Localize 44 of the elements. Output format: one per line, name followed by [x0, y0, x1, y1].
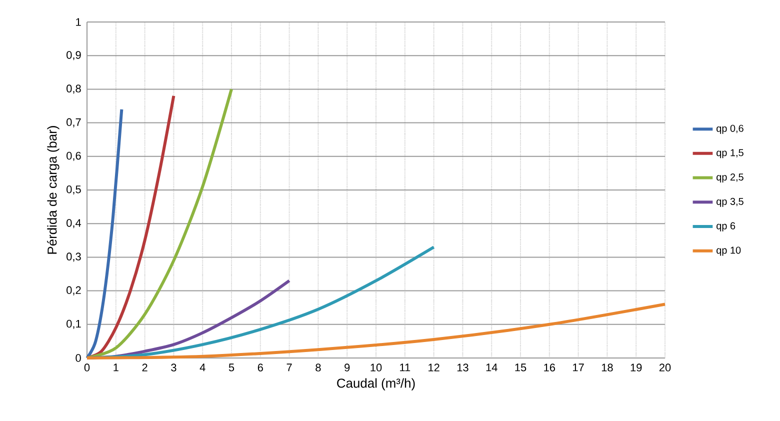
x-tick-label: 16 [544, 364, 556, 372]
y-tick-label: 1 [76, 18, 81, 26]
y-tick-label: 0,3 [66, 252, 81, 262]
y-tick-label: 0,9 [66, 51, 81, 60]
line-series [86, 108, 124, 360]
legend-label: qp 10 [716, 246, 741, 256]
y-tick-label: 0,7 [66, 118, 81, 128]
legend-label: qp 1,5 [716, 149, 744, 158]
x-tick-label: 12 [428, 364, 440, 372]
x-tick-label: 10 [370, 364, 382, 372]
x-tick-label: 15 [515, 364, 526, 372]
line-series [86, 302, 667, 360]
y-axis-title: Pérdida de carga (bar) [47, 126, 60, 254]
x-tick-label: 0 [84, 364, 90, 372]
line-series [86, 94, 176, 360]
y-tick-label: 0,4 [66, 219, 82, 228]
x-tick-label: 18 [602, 364, 613, 372]
y-tick-label: 0,8 [66, 84, 81, 94]
legend-label: qp 2,5 [716, 174, 744, 183]
legend-label: qp 6 [716, 222, 736, 232]
x-tick-label: 8 [316, 364, 321, 372]
y-tick-label: 0,6 [66, 152, 81, 161]
x-tick-label: 14 [486, 364, 498, 372]
x-tick-label: 4 [200, 364, 206, 372]
x-tick-label: 5 [228, 364, 234, 372]
x-tick-label: 20 [659, 364, 671, 372]
line-series [86, 88, 233, 360]
x-tick-label: 9 [344, 364, 350, 372]
y-tick-label: 0,2 [66, 286, 81, 296]
x-tick-label: 2 [142, 364, 148, 372]
y-tick-label: 0,5 [66, 185, 81, 195]
x-tick-label: 6 [258, 364, 263, 372]
x-tick-label: 19 [630, 364, 642, 372]
x-tick-label: 11 [400, 364, 410, 372]
x-axis-title: Caudal (m³/h) [337, 378, 415, 390]
x-tick-label: 17 [573, 364, 584, 372]
x-tick-label: 1 [114, 364, 118, 372]
y-tick-label: 0 [76, 354, 81, 362]
legend-label: qp 3,5 [716, 198, 744, 207]
x-tick-label: 13 [457, 364, 468, 372]
y-tick-label: 0,1 [66, 320, 81, 329]
x-tick-label: 7 [286, 364, 292, 372]
x-tick-label: 3 [171, 364, 176, 372]
legend-label: qp 0,6 [716, 124, 744, 134]
